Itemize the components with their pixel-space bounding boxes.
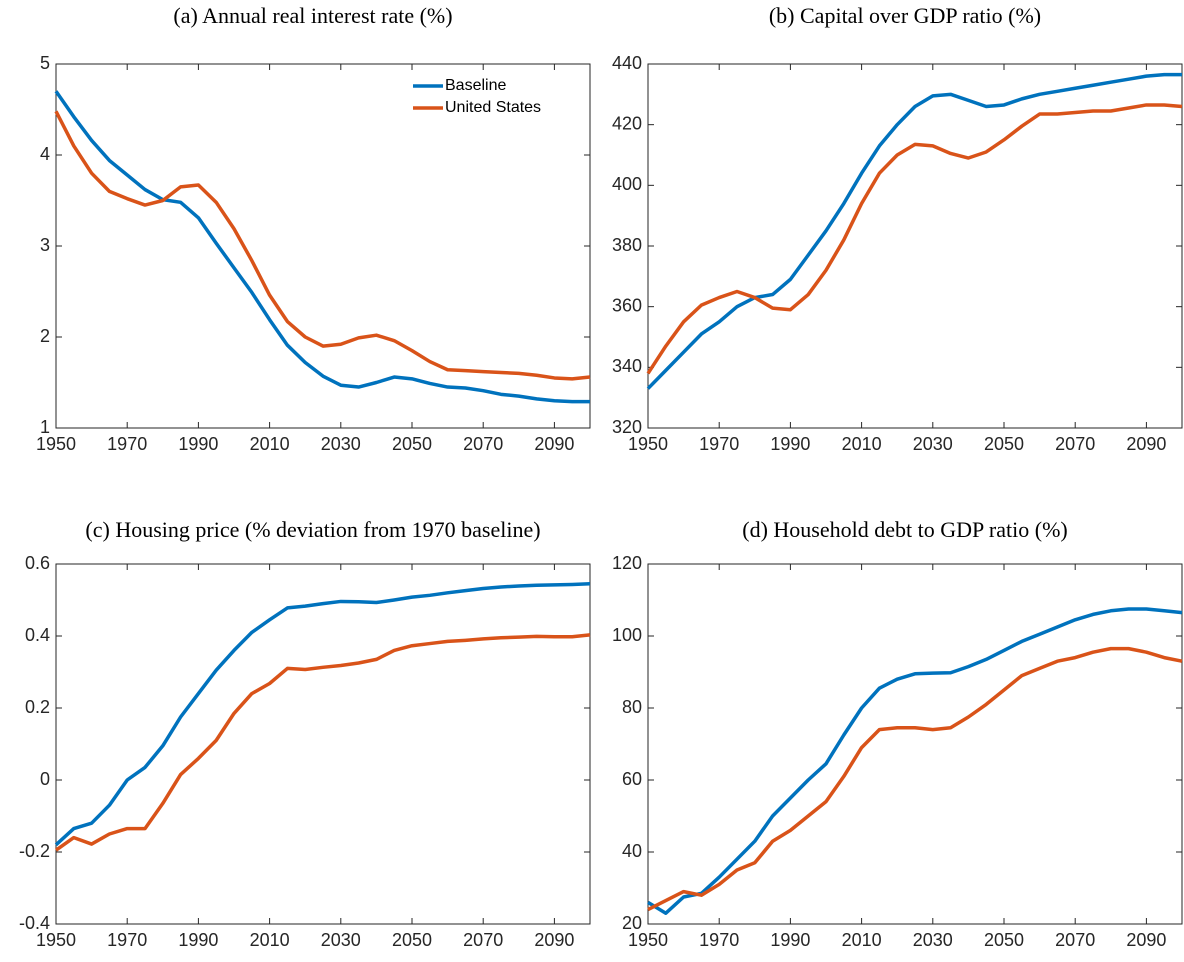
x-tick-label: 1990: [770, 434, 810, 454]
legend-label: United States: [445, 99, 541, 116]
chart-title: (d) Household debt to GDP ratio (%): [742, 517, 1067, 542]
x-tick-label: 2050: [984, 434, 1024, 454]
y-tick-label: 40: [622, 841, 642, 861]
y-tick-label: 0.6: [25, 553, 50, 573]
data-line: [647, 646, 1183, 912]
data-line: [54, 110, 591, 381]
y-tick-label: 380: [612, 235, 642, 255]
x-tick-label: 2070: [1055, 930, 1095, 950]
chart-title: (a) Annual real interest rate (%): [173, 3, 452, 28]
x-tick-label: 2090: [534, 930, 574, 950]
x-tick-label: 1950: [36, 930, 76, 950]
y-tick-label: 20: [622, 913, 642, 933]
x-tick-label: 2090: [534, 434, 574, 454]
y-tick-label: 0.2: [25, 697, 50, 717]
x-tick-label: 1950: [36, 434, 76, 454]
chart-title: (b) Capital over GDP ratio (%): [769, 3, 1041, 28]
x-tick-label: 1990: [178, 930, 218, 950]
y-tick-label: 340: [612, 356, 642, 376]
y-tick-label: 80: [622, 697, 642, 717]
y-tick-label: 400: [612, 174, 642, 194]
x-tick-label: 2010: [250, 434, 290, 454]
x-tick-label: 1950: [628, 434, 668, 454]
y-tick-label: 100: [612, 625, 642, 645]
x-tick-label: 2090: [1126, 930, 1166, 950]
y-tick-label: 120: [612, 553, 642, 573]
y-tick-label: 3: [40, 235, 50, 255]
x-tick-label: 1970: [699, 434, 739, 454]
y-tick-label: 5: [40, 53, 50, 73]
axes-box: [55, 63, 591, 429]
x-tick-label: 1950: [628, 930, 668, 950]
x-tick-label: 2010: [842, 930, 882, 950]
y-tick-label: 360: [612, 295, 642, 315]
x-tick-label: 1970: [699, 930, 739, 950]
x-tick-label: 2030: [913, 434, 953, 454]
x-tick-label: 2050: [984, 930, 1024, 950]
axes-box: [647, 563, 1183, 925]
y-tick-label: 440: [612, 53, 642, 73]
data-line: [54, 633, 591, 852]
x-tick-label: 2050: [392, 434, 432, 454]
y-tick-label: 0.4: [25, 625, 50, 645]
x-tick-label: 2070: [463, 434, 503, 454]
y-tick-label: 2: [40, 326, 50, 346]
x-tick-label: 2070: [1055, 434, 1095, 454]
y-tick-label: 1: [40, 417, 50, 437]
x-tick-label: 1990: [178, 434, 218, 454]
x-tick-label: 1970: [107, 930, 147, 950]
y-tick-label: -0.4: [19, 913, 50, 933]
x-tick-label: 2010: [250, 930, 290, 950]
legend-label: Baseline: [445, 77, 506, 94]
y-tick-label: 60: [622, 769, 642, 789]
axes-box: [647, 63, 1183, 429]
x-tick-label: 1990: [770, 930, 810, 950]
data-line: [54, 90, 590, 404]
data-line: [646, 103, 1183, 375]
data-line: [54, 582, 591, 847]
data-line: [647, 607, 1183, 915]
x-tick-label: 2030: [321, 930, 361, 950]
y-tick-label: 320: [612, 417, 642, 437]
x-tick-label: 2050: [392, 930, 432, 950]
data-line: [646, 72, 1182, 390]
x-tick-label: 2010: [842, 434, 882, 454]
axes-box: [55, 563, 591, 925]
x-tick-label: 2030: [321, 434, 361, 454]
y-tick-label: 4: [40, 144, 50, 164]
y-tick-label: 420: [612, 113, 642, 133]
x-tick-label: 2090: [1126, 434, 1166, 454]
x-tick-label: 2030: [913, 930, 953, 950]
y-tick-label: -0.2: [19, 841, 50, 861]
y-tick-label: 0: [40, 769, 50, 789]
chart-title: (c) Housing price (% deviation from 1970…: [85, 517, 540, 542]
x-tick-label: 1970: [107, 434, 147, 454]
x-tick-label: 2070: [463, 930, 503, 950]
